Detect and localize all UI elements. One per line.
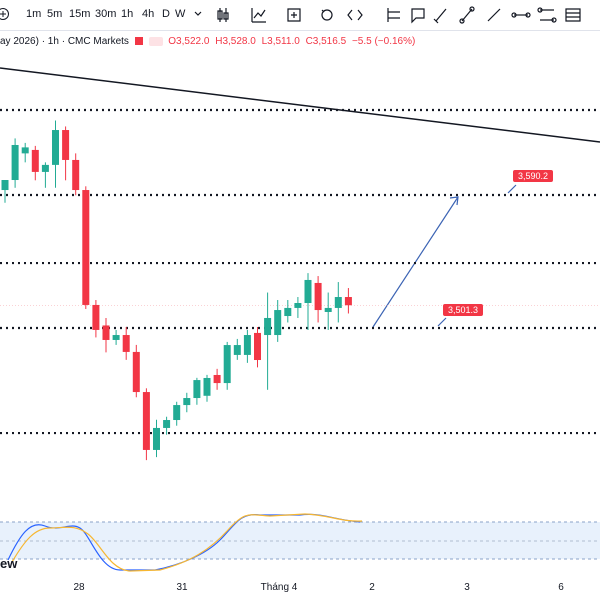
timeframe[interactable]: W <box>175 8 186 20</box>
candle-body <box>264 317 272 336</box>
candle-body <box>31 149 39 172</box>
candle-body <box>213 374 221 384</box>
candle-body <box>82 190 90 305</box>
timeframe[interactable]: 15m <box>69 8 91 20</box>
candle-body <box>223 345 231 384</box>
x-tick-label: 3 <box>464 582 470 593</box>
candle-body <box>254 332 261 361</box>
candle-body <box>314 282 322 311</box>
x-tick-label: 6 <box>558 582 564 593</box>
candle-body <box>284 307 292 317</box>
timeframe[interactable]: 4h <box>142 8 155 20</box>
candle-body <box>132 351 140 393</box>
ohlc-high: H3,528.0 <box>215 36 256 47</box>
candle-body <box>52 130 59 165</box>
candle-body <box>274 310 282 336</box>
x-tick-label: 2 <box>369 582 375 593</box>
ohlc-close: C3,516.5 <box>305 36 347 47</box>
toolbar: 1m 5m 15m 30m 1h 4h D W <box>0 0 600 31</box>
ohlc-low: L3,511.0 <box>261 36 300 47</box>
candle-body <box>183 398 191 406</box>
candle-body <box>193 380 201 399</box>
tool-icons <box>194 6 581 24</box>
label-pointer <box>437 184 517 327</box>
candle-body <box>72 159 80 191</box>
trend-line <box>0 67 600 143</box>
candle-body <box>153 427 160 450</box>
timeframe[interactable]: 30m <box>95 8 117 20</box>
menu-badge[interactable] <box>148 36 163 46</box>
candle-body <box>294 303 302 308</box>
timeframe[interactable]: 1h <box>121 8 134 20</box>
candle-body <box>233 345 241 355</box>
candle-body <box>243 335 251 355</box>
candle-body <box>21 147 29 154</box>
candle-body <box>304 279 312 304</box>
ohlc-open: O3,522.0 <box>168 36 210 47</box>
candle-body <box>163 420 171 428</box>
x-tick-label: 31 <box>176 582 188 593</box>
candle-body <box>92 304 100 330</box>
candle-body <box>344 297 352 306</box>
candle-body <box>62 130 70 160</box>
candle-body <box>324 307 332 312</box>
watermark: ew <box>0 556 18 571</box>
candle-body <box>142 392 150 450</box>
x-tick-label: 28 <box>73 582 85 593</box>
status-dot <box>134 37 143 46</box>
oscillator-d <box>11 513 363 572</box>
candle-body <box>112 335 120 340</box>
price-label: 3,501.3 <box>443 303 484 316</box>
candle-body <box>173 405 181 421</box>
candle-body <box>102 325 110 340</box>
candle-body <box>11 144 19 181</box>
symbol: ay 2026) · 1h · CMC Markets <box>0 36 129 47</box>
ohlc-change: −5.5 (−0.16%) <box>351 36 416 47</box>
candle-body <box>334 297 342 308</box>
candle-body <box>41 164 49 172</box>
timeframe[interactable]: 1m <box>26 8 42 20</box>
timeframe[interactable]: D <box>162 8 170 20</box>
candle-body <box>122 335 130 352</box>
candle-body <box>203 377 211 396</box>
price-label: 3,590.2 <box>513 169 554 182</box>
add-icon[interactable] <box>0 7 10 21</box>
timeframe[interactable]: 5m <box>47 8 63 20</box>
legend-header: ay 2026) · 1h · CMC Markets O3,522.0 H3,… <box>0 36 418 47</box>
candle-body <box>1 180 9 191</box>
x-tick-label: Tháng 4 <box>260 582 298 593</box>
